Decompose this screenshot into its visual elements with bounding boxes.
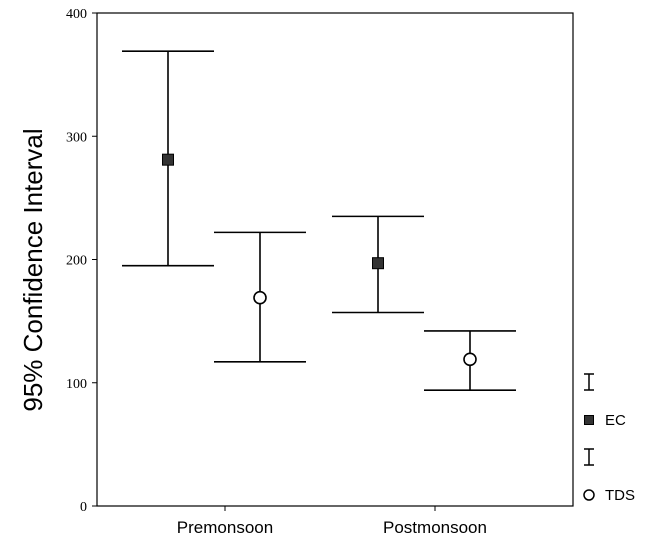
x-tick-label: Premonsoon bbox=[177, 518, 273, 537]
y-axis-ticks: 0 100 200 300 400 bbox=[66, 7, 97, 515]
y-tick-label: 0 bbox=[80, 500, 87, 515]
legend: EC TDS bbox=[583, 373, 635, 504]
legend-circle-icon bbox=[583, 489, 595, 501]
x-tick-label: Postmonsoon bbox=[383, 518, 487, 537]
errorbar-ec bbox=[122, 50, 214, 267]
x-axis-categories: Premonsoon Postmonsoon bbox=[177, 506, 487, 537]
mean-marker-circle bbox=[253, 290, 267, 305]
errorbar-tds bbox=[424, 330, 516, 391]
error-bars bbox=[122, 50, 516, 391]
y-axis-label: 95% Confidence Interval bbox=[18, 128, 48, 411]
mean-marker-square bbox=[162, 153, 174, 166]
errorbar-ec bbox=[332, 215, 424, 314]
y-tick-label: 400 bbox=[66, 7, 87, 22]
legend-errorbar-icon bbox=[584, 448, 594, 466]
legend-label-ec: EC bbox=[605, 412, 626, 429]
y-tick-label: 300 bbox=[66, 130, 87, 145]
legend-errorbar-icon bbox=[584, 373, 594, 391]
y-tick-label: 100 bbox=[66, 377, 87, 392]
errorbar-tds bbox=[214, 231, 306, 363]
legend-square-icon bbox=[584, 415, 594, 425]
mean-marker-square bbox=[372, 257, 384, 270]
mean-marker-circle bbox=[463, 352, 477, 367]
legend-label-tds: TDS bbox=[605, 487, 635, 504]
y-tick-label: 200 bbox=[66, 254, 87, 269]
